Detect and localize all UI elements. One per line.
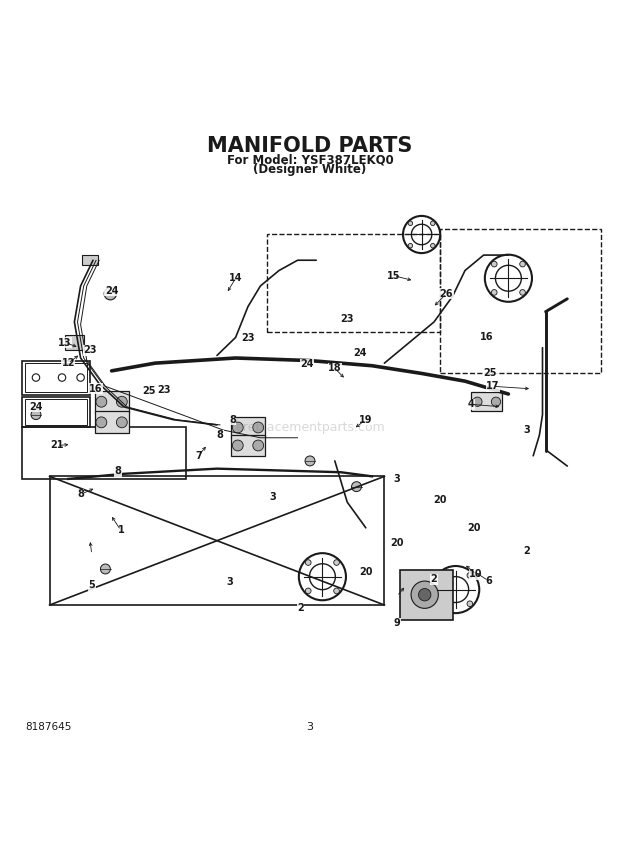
Text: MANIFOLD PARTS: MANIFOLD PARTS [207,136,413,156]
Bar [22,427,186,479]
Circle shape [334,560,339,565]
Text: 8: 8 [216,431,224,440]
Circle shape [253,440,264,451]
Text: 20: 20 [433,495,447,504]
Text: 25: 25 [142,386,156,396]
Circle shape [117,396,127,407]
Text: 23: 23 [340,314,354,324]
Text: 20: 20 [390,538,404,548]
Circle shape [439,601,445,607]
Circle shape [520,261,525,267]
Text: 20: 20 [359,567,373,577]
Text: 12: 12 [61,358,75,368]
Text: 3: 3 [306,722,314,732]
Circle shape [96,396,107,407]
Bar [471,392,502,411]
Circle shape [467,573,472,579]
Text: 24: 24 [300,360,314,369]
Circle shape [306,560,311,565]
Text: 8: 8 [114,467,122,476]
Text: 14: 14 [229,273,242,283]
Bar [25,399,87,425]
Text: 7: 7 [195,451,202,461]
Text: 9: 9 [394,618,400,628]
Text: 3: 3 [394,474,400,484]
Bar [22,396,90,427]
Bar [50,476,384,605]
Bar [440,229,601,373]
Text: 3: 3 [226,577,232,587]
Text: 2: 2 [524,546,530,556]
Bar [94,391,128,413]
Circle shape [520,289,525,295]
Text: 24: 24 [29,401,43,412]
Circle shape [305,456,315,466]
Text: 20: 20 [467,523,481,532]
Text: 1: 1 [118,526,124,535]
Circle shape [352,482,361,491]
Circle shape [430,243,435,248]
Text: 8187645: 8187645 [25,722,71,732]
Circle shape [411,581,438,609]
Text: 19: 19 [359,415,373,425]
Circle shape [492,261,497,267]
Circle shape [104,288,117,300]
Circle shape [31,410,41,419]
Text: ereplacementparts.com: ereplacementparts.com [235,421,385,435]
Text: 2: 2 [431,574,437,585]
Bar [400,570,453,620]
Text: 24: 24 [353,348,366,358]
Text: 18: 18 [328,363,342,373]
Text: 3: 3 [270,492,276,502]
Text: (Designer White): (Designer White) [254,163,366,176]
Circle shape [491,397,501,407]
Circle shape [100,564,110,574]
Circle shape [253,422,264,433]
Circle shape [232,422,243,433]
Bar [22,360,90,395]
Circle shape [418,589,431,601]
Circle shape [408,243,413,248]
Circle shape [334,588,339,594]
Text: 3: 3 [524,425,530,435]
Text: 5: 5 [89,580,95,591]
Bar [231,417,265,438]
Bar [267,235,440,332]
Text: 25: 25 [483,368,497,378]
Circle shape [232,440,243,451]
Circle shape [408,221,413,225]
Circle shape [473,397,482,407]
Circle shape [117,417,127,428]
Text: 23: 23 [83,345,97,355]
Bar [94,412,128,433]
Text: 13: 13 [58,337,72,348]
Text: 10: 10 [469,569,483,580]
Circle shape [467,601,472,607]
Bar [231,435,265,456]
Circle shape [430,221,435,225]
Text: 24: 24 [105,286,118,296]
Bar [25,363,87,393]
Circle shape [492,289,497,295]
Text: 8: 8 [229,415,236,425]
Circle shape [439,573,445,579]
Bar [65,336,84,350]
Text: 8: 8 [77,490,84,499]
Bar [82,255,98,265]
Circle shape [306,588,311,594]
Text: 23: 23 [157,385,171,395]
Text: 16: 16 [480,332,494,342]
Text: 6: 6 [485,576,492,586]
Text: 21: 21 [50,441,64,450]
Text: 23: 23 [241,334,255,343]
Text: 17: 17 [486,381,500,391]
Text: 4: 4 [468,399,474,409]
Text: 26: 26 [440,288,453,299]
Circle shape [96,417,107,428]
Text: 16: 16 [89,383,103,394]
Text: For Model: YSF387LEKQ0: For Model: YSF387LEKQ0 [227,153,393,166]
Text: 15: 15 [387,270,401,281]
Text: 2: 2 [298,603,304,613]
